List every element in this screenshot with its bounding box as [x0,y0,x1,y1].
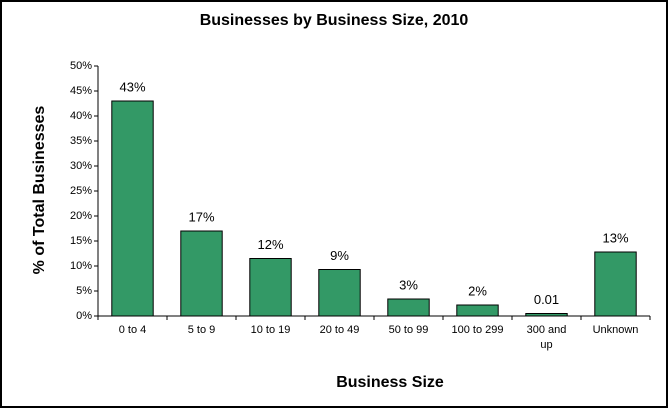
value-label: 17% [188,209,214,224]
bar [318,269,361,317]
y-tick-label: 15% [70,235,92,247]
value-label: 9% [330,248,349,263]
y-tick-label: 25% [70,185,92,197]
x-tick-label: Unknown [592,324,639,336]
bar [180,230,223,317]
value-label: 0.01 [534,292,559,307]
y-tick-label: 5% [76,285,92,297]
value-label: 12% [257,237,283,252]
bar [594,251,637,317]
value-label: 43% [119,79,145,94]
x-tick-label: 100 to 299 [451,324,504,336]
x-tick-label: 10 to 19 [250,324,291,336]
x-axis-label: Business Size [336,374,444,391]
bar [456,304,499,317]
value-label: 3% [399,277,418,292]
y-tick-label: 20% [70,210,92,222]
bar [525,313,568,317]
bar [249,258,292,317]
x-tick-label: 50 to 99 [388,324,429,336]
y-tick-label: 30% [70,160,92,172]
y-tick-label: 0% [76,310,92,322]
x-tick-label: 20 to 49 [319,324,360,336]
y-tick-label: 35% [70,135,92,147]
chart-title: Businesses by Business Size, 2010 [200,12,469,29]
y-axis-label: % of Total Businesses [31,106,48,275]
bar [387,298,430,317]
y-tick-label: 40% [70,110,92,122]
y-tick-label: 50% [70,60,92,72]
value-label: 2% [468,283,487,298]
bar [111,100,154,317]
x-tick-label: 5 to 9 [187,324,216,336]
y-tick-label: 10% [70,260,92,272]
x-tick-label: 0 to 4 [118,324,147,336]
value-label: 13% [602,230,628,245]
x-tick-label: 300 and up [526,324,567,351]
y-tick-label: 45% [70,85,92,97]
